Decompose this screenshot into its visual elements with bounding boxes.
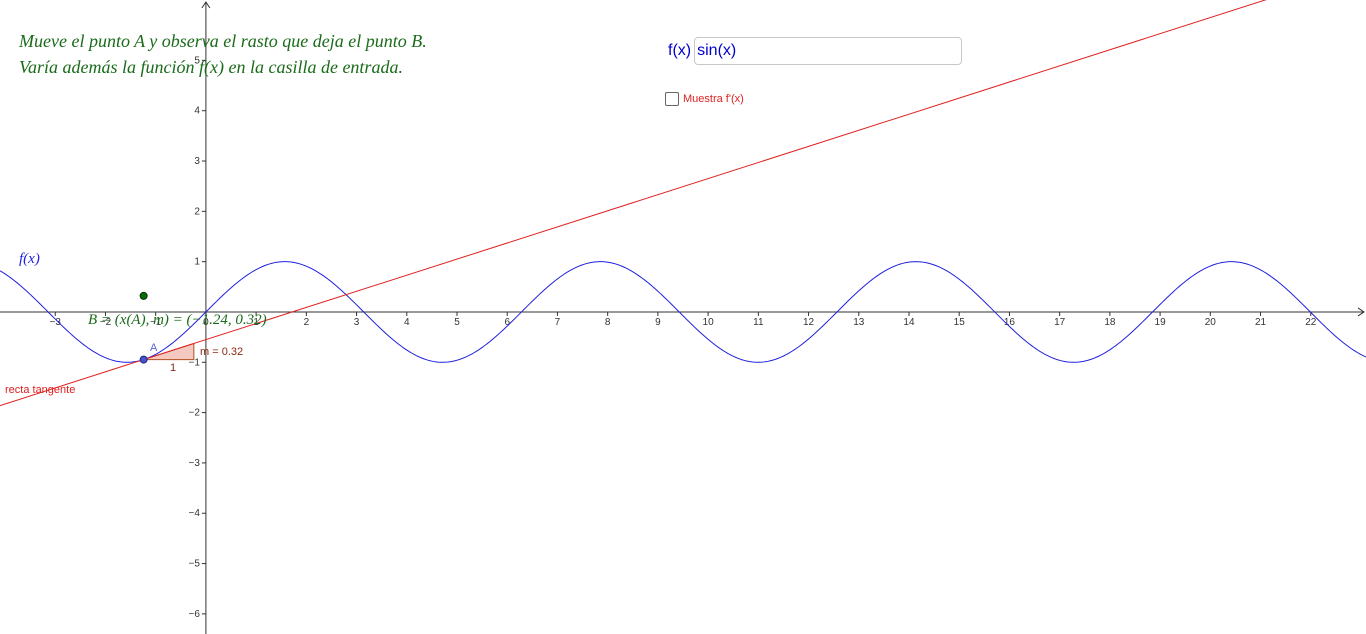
show-derivative-checkbox[interactable] (665, 92, 679, 106)
function-input-group: f(x) (668, 36, 963, 66)
x-tick-label: 19 (1155, 317, 1167, 328)
y-axis-arrow (201, 1, 211, 9)
function-input[interactable] (694, 37, 963, 65)
instructions-line-2: Varía además la función f(x) en la casil… (19, 57, 403, 77)
x-tick-label: 7 (555, 317, 561, 328)
y-tick-label: 5 (194, 55, 200, 66)
x-tick-label: 16 (1004, 317, 1016, 328)
x-tick-label: 11 (753, 317, 764, 328)
y-tick-label: −1 (188, 357, 200, 368)
function-label: f(x) (19, 251, 40, 267)
y-tick-label: −6 (188, 609, 200, 620)
x-tick-label: 1 (253, 317, 259, 328)
y-tick-label: −2 (188, 408, 200, 419)
y-tick-label: 1 (194, 257, 200, 268)
x-tick-label: 9 (655, 317, 661, 328)
y-tick-label: 3 (194, 156, 200, 167)
x-tick-label: 2 (304, 317, 310, 328)
axis-ticks: −3 −2 −1 0 1 2 3 4 5 6 7 8 9 10 11 12 13 14 15 16 17 18 19 20 21… (50, 55, 1317, 619)
point-a[interactable] (139, 355, 148, 364)
y-tick-label: 4 (194, 106, 200, 117)
x-tick-label: −3 (50, 317, 62, 328)
point-b (139, 291, 148, 300)
x-tick-label: 17 (1054, 317, 1066, 328)
x-tick-label: 6 (504, 317, 510, 328)
x-tick-label: 5 (454, 317, 460, 328)
slope-run-label: 1 (170, 362, 176, 374)
point-b-label: B = (x(A), m) = (−1.24, 0.32) (88, 312, 267, 328)
show-derivative-label: Muestra f'(x) (683, 93, 744, 105)
tangent-line[interactable] (0, 0, 1366, 407)
y-tick-label: −5 (188, 559, 200, 570)
x-tick-label: 14 (903, 317, 915, 328)
x-tick-label: 0 (203, 317, 209, 328)
y-tick-label: 2 (194, 206, 200, 217)
x-tick-label: 3 (354, 317, 360, 328)
x-tick-label: 21 (1255, 317, 1267, 328)
x-tick-label: 22 (1305, 317, 1317, 328)
x-tick-label: 18 (1104, 317, 1116, 328)
x-tick-label: 15 (954, 317, 966, 328)
show-derivative-toggle[interactable]: Muestra f'(x) (665, 92, 744, 106)
x-tick-label: −1 (150, 317, 162, 328)
x-axis-arrow (1357, 307, 1365, 317)
x-tick-label: 20 (1205, 317, 1217, 328)
instructions-line-1: Mueve el punto A y observa el rasto que … (19, 31, 427, 51)
function-curve[interactable] (0, 261, 1366, 363)
function-input-label: f(x) (668, 42, 692, 59)
x-tick-label: 10 (703, 317, 715, 328)
instructions: Mueve el punto A y observa el rasto que … (19, 28, 427, 80)
x-tick-label: −2 (100, 317, 112, 328)
x-tick-label: 12 (803, 317, 815, 328)
point-a-label: A (150, 342, 158, 354)
y-tick-label: −3 (188, 458, 200, 469)
x-tick-label: 8 (605, 317, 611, 328)
tangent-label: recta tangente (5, 384, 75, 396)
x-tick-label: 13 (853, 317, 865, 328)
slope-label: m = 0.32 (200, 346, 243, 358)
y-tick-label: −4 (188, 508, 200, 519)
x-tick-label: 4 (404, 317, 410, 328)
